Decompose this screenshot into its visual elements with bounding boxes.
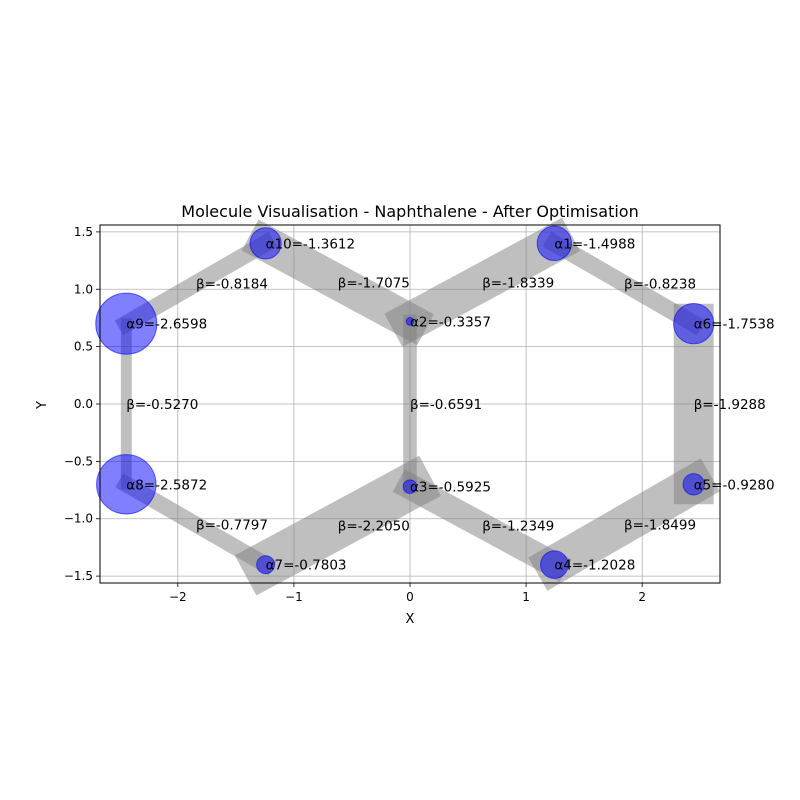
y-tick-label: −1.0	[64, 512, 93, 526]
bond-label-6-1: β=-0.8238	[624, 277, 696, 293]
atom-5	[682, 473, 705, 496]
bond-2-10	[241, 219, 434, 346]
atom-layer	[95, 225, 715, 579]
atom-9	[95, 292, 158, 355]
bond-4-5	[528, 458, 720, 591]
atom-label-6: α6=-1.7538	[694, 317, 775, 333]
y-tick-label: −1.5	[64, 569, 93, 583]
bond-label-1-2: β=-1.8339	[482, 275, 554, 291]
atom-2	[405, 317, 415, 326]
label-layer: β=-1.8339 β=-0.6591 β=-1.2349 β=-1.8499 β=-1…	[126, 236, 774, 573]
atom-label-10: α10=-1.3612	[266, 236, 356, 252]
bond-3-4	[392, 469, 572, 582]
bond-1-2	[384, 217, 581, 348]
bond-label-8-7: β=-0.7797	[196, 517, 268, 533]
atom-label-7: α7=-0.7803	[266, 558, 347, 574]
x-axis-title: X	[406, 612, 415, 627]
atom-6	[673, 303, 715, 345]
y-tick-label: 0.5	[74, 340, 93, 354]
tick-layer: −2 −1 0 1 2 −1.5 −1.0 −0.5 0.0 0.5 1.0 1.5	[64, 225, 646, 604]
atom-10	[249, 227, 282, 260]
y-tick-label: 0.0	[74, 397, 93, 411]
atom-label-2: α2=-0.3357	[410, 314, 491, 330]
y-tick-label: 1.5	[74, 225, 93, 239]
atom-8	[96, 454, 157, 515]
atom-4	[540, 550, 569, 579]
y-tick-label: 1.0	[74, 282, 93, 296]
atom-label-4: α4=-1.2028	[554, 558, 635, 574]
y-tick-label: −0.5	[64, 454, 93, 468]
atom-label-3: α3=-0.5925	[410, 480, 491, 496]
bond-layer	[114, 217, 720, 596]
y-axis-title: Y	[35, 401, 50, 410]
x-tick-label: 1	[522, 590, 530, 604]
bond-label-10-9: β=-0.8184	[196, 277, 268, 293]
atom-label-5: α5=-0.9280	[694, 477, 775, 493]
bond-label-9-8: β=-0.5270	[126, 397, 198, 413]
atom-1	[536, 225, 573, 262]
bond-label-4-5: β=-1.8499	[624, 517, 696, 533]
bond-6-1	[542, 231, 706, 336]
bond-label-2-3: β=-0.6591	[410, 397, 482, 413]
x-tick-label: 2	[638, 590, 646, 604]
atom-3	[402, 479, 418, 494]
x-tick-label: −1	[285, 590, 303, 604]
atom-label-8: α8=-2.5872	[126, 477, 207, 493]
x-tick-label: 0	[406, 590, 414, 604]
bond-label-7-3: β=-2.2050	[338, 519, 410, 535]
bond-label-3-4: β=-1.2349	[482, 519, 554, 535]
chart-title: Molecule Visualisation - Naphthalene - A…	[181, 202, 638, 221]
bond-7-3	[234, 455, 441, 596]
bond-label-2-10: β=-1.7075	[338, 275, 410, 291]
x-tick-label: −2	[169, 590, 187, 604]
atom-label-1: α1=-1.4988	[554, 236, 635, 252]
atom-7	[256, 555, 276, 575]
atom-label-9: α9=-2.6598	[126, 317, 207, 333]
bond-label-5-6: β=-1.9288	[694, 397, 766, 413]
